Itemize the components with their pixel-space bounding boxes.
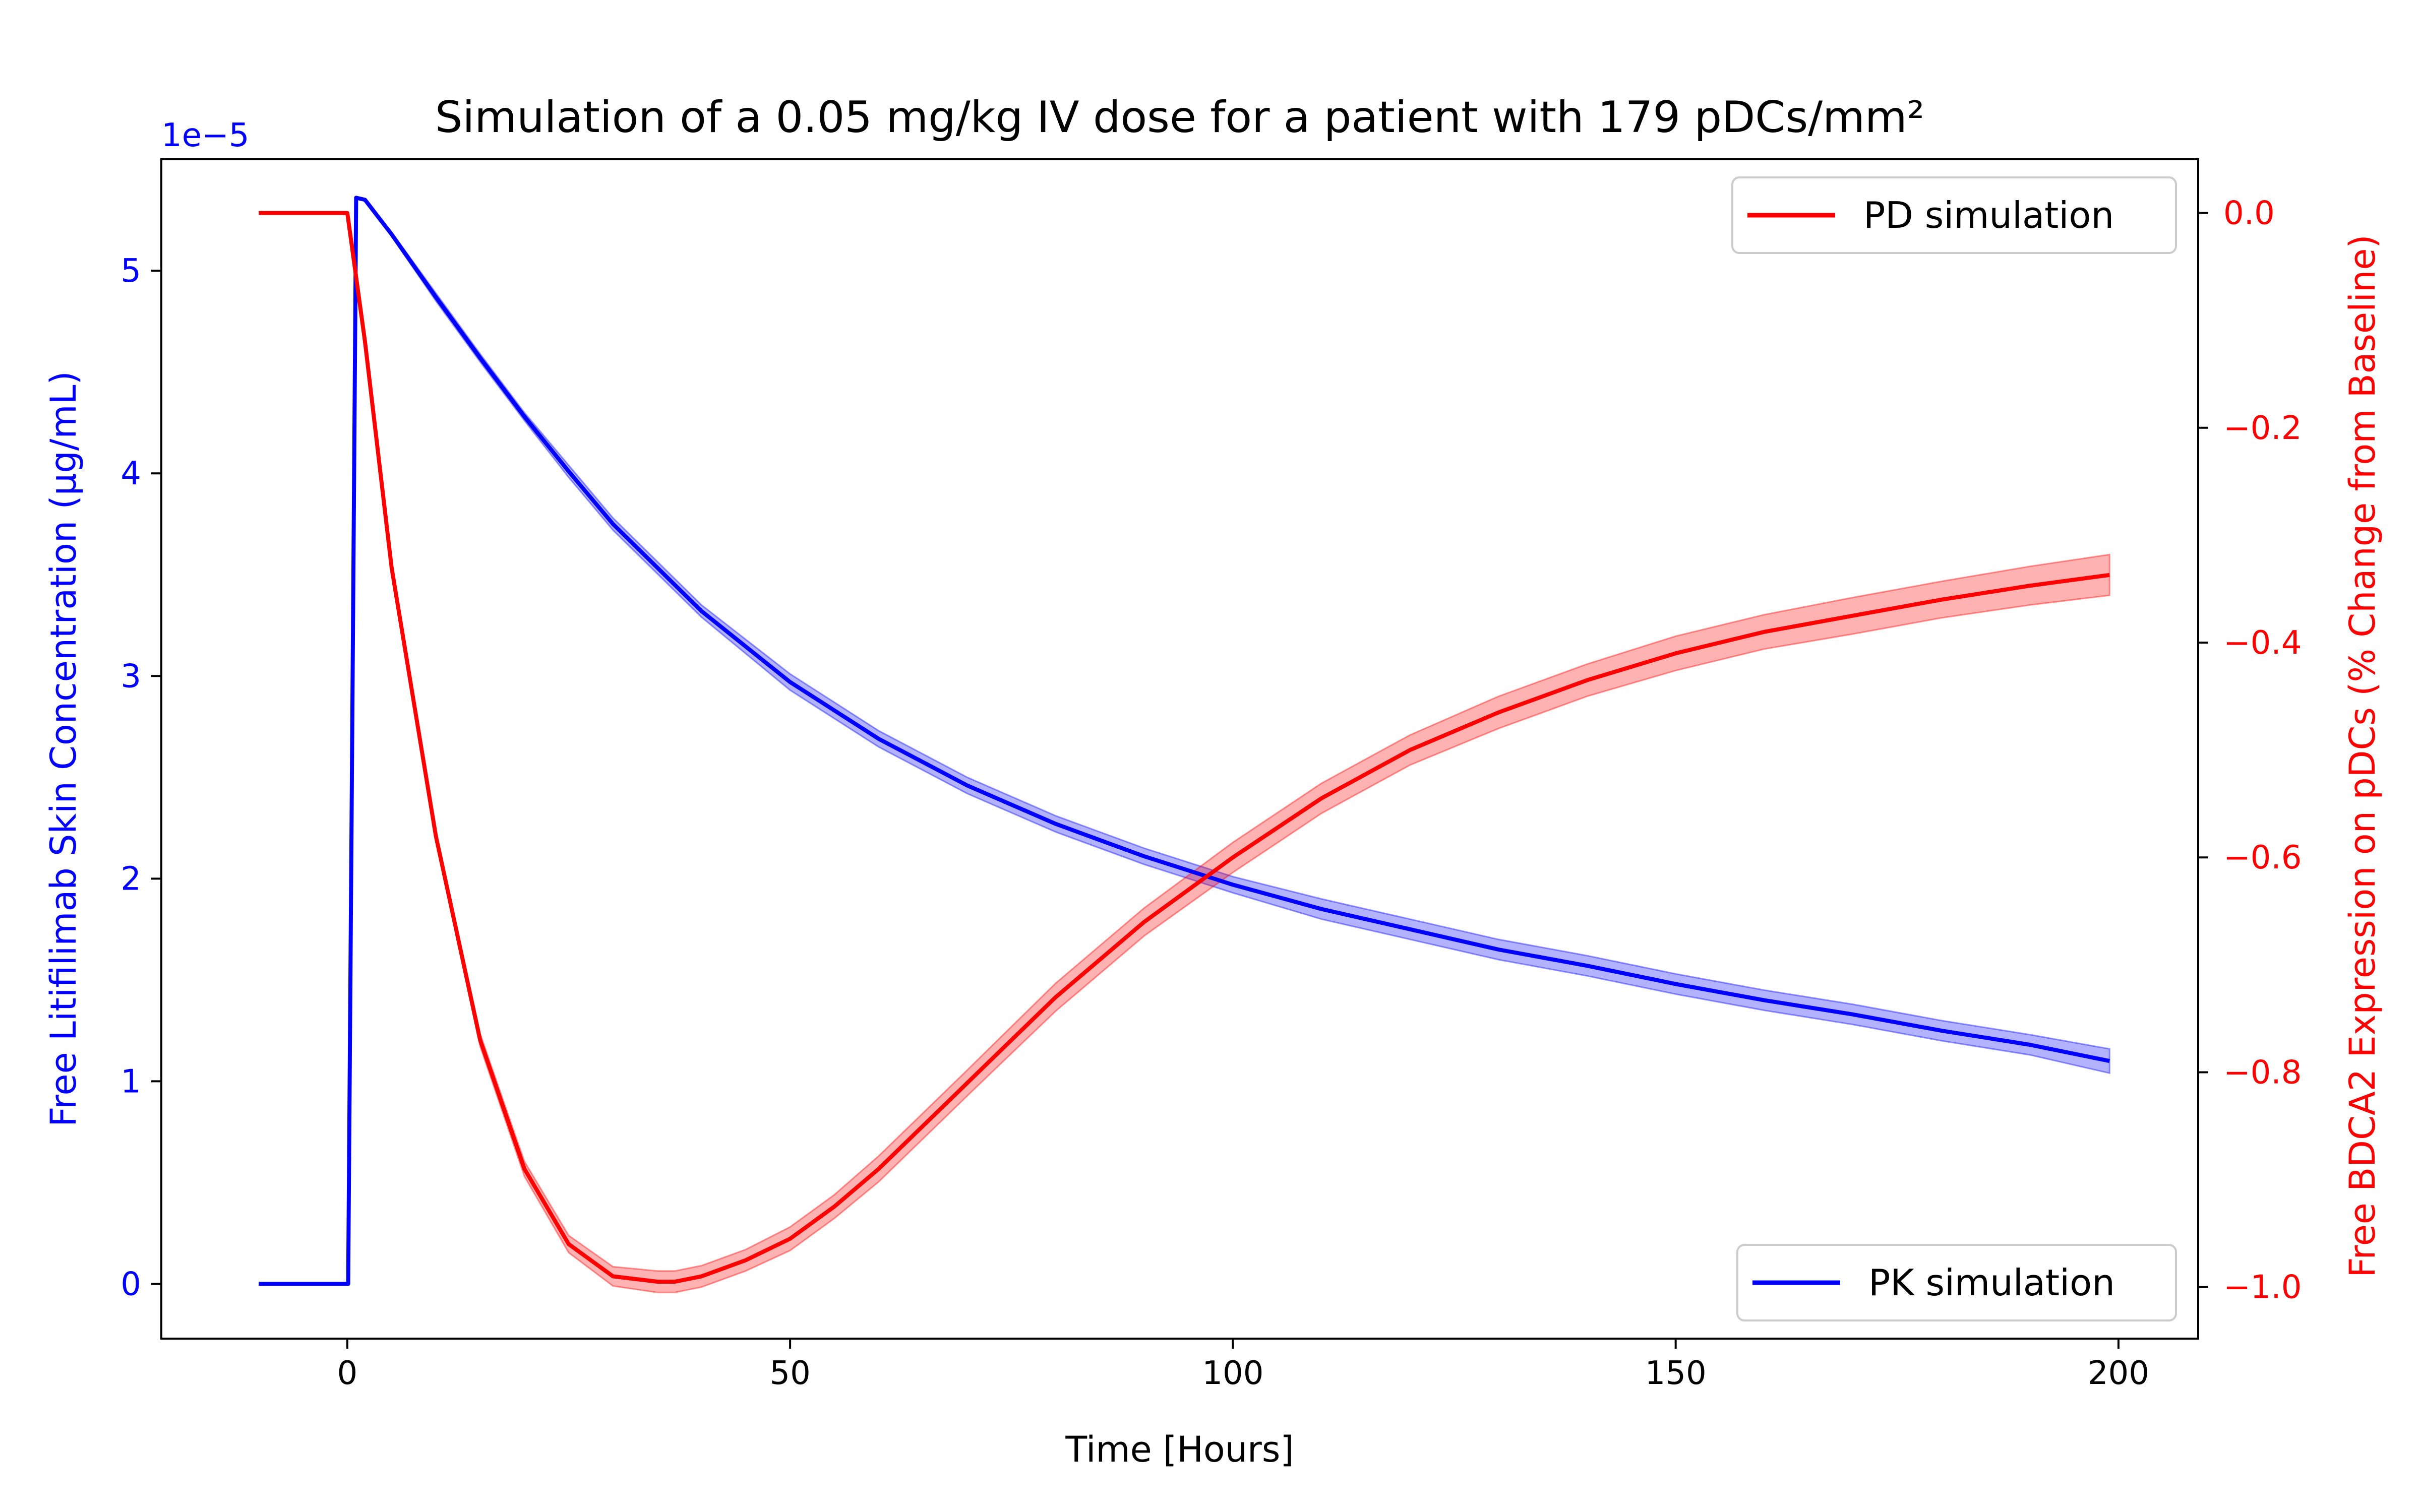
- left-axis-multiplier: 1e−5: [161, 117, 249, 154]
- left-y-tick-label: 4: [120, 455, 141, 492]
- pd-confidence-band: [259, 212, 2110, 1293]
- x-axis-label: Time [Hours]: [1065, 1429, 1294, 1470]
- left-y-tick-label: 1: [120, 1063, 141, 1100]
- left-y-tick-label: 0: [120, 1266, 141, 1303]
- legend-pd-label: PD simulation: [1863, 194, 2114, 236]
- right-y-tick-label: −1.0: [2223, 1269, 2302, 1306]
- right-axis-ticks: 0.0 −0.2 −0.4 −0.6 −0.8 −1.0: [2198, 195, 2302, 1306]
- pk-simulation-line: [259, 196, 2110, 1286]
- plot-frame: [160, 158, 2199, 1340]
- x-tick-label: 0: [337, 1355, 358, 1392]
- x-tick-label: 150: [1645, 1355, 1707, 1392]
- left-axis-label: Free Litifilimab Skin Concentration (µg/…: [43, 371, 84, 1127]
- left-y-tick-label: 3: [120, 658, 141, 695]
- right-y-tick-label: −0.4: [2223, 624, 2302, 662]
- right-y-tick-label: −0.2: [2223, 410, 2302, 447]
- right-axis-label: Free BDCA2 Expression on pDCs (% Change …: [2342, 234, 2383, 1277]
- legend-pk: PK simulation: [1736, 1244, 2177, 1321]
- left-y-tick-label: 5: [120, 253, 141, 290]
- legend-pd-box: [1731, 176, 2177, 254]
- legend-pk-label: PK simulation: [1868, 1262, 2115, 1304]
- x-tick-label: 200: [2088, 1355, 2149, 1392]
- x-tick-label: 50: [769, 1355, 810, 1392]
- left-y-tick-label: 2: [120, 860, 141, 898]
- legend-pd: PD simulation: [1731, 176, 2177, 254]
- x-tick-label: 100: [1202, 1355, 1263, 1392]
- x-axis-ticks: 0 50 100 150 200: [337, 1339, 2149, 1392]
- series-lines: [259, 196, 2110, 1286]
- chart-title: Simulation of a 0.05 mg/kg IV dose for a…: [435, 92, 1924, 143]
- right-y-tick-label: −0.8: [2223, 1054, 2302, 1091]
- pd-simulation-line: [259, 211, 2110, 1284]
- legend-pk-box: [1736, 1244, 2177, 1321]
- right-y-tick-label: −0.6: [2223, 839, 2302, 876]
- right-y-tick-label: 0.0: [2223, 195, 2275, 232]
- left-axis-ticks: 0 1 2 3 4 5: [120, 253, 161, 1303]
